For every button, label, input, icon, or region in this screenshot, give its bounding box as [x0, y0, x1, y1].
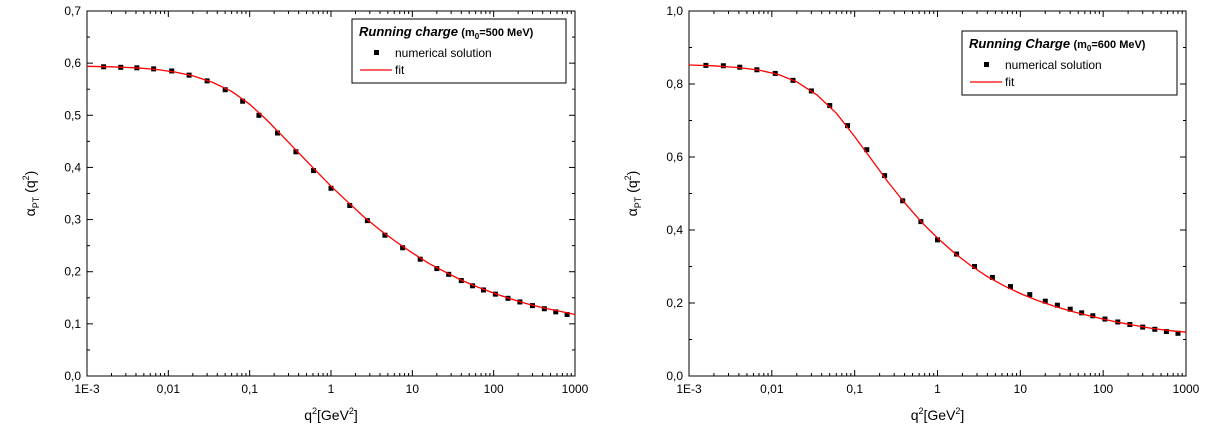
data-point: [222, 87, 228, 93]
legend-label-numerical: numerical solution: [395, 46, 492, 60]
y-tick-label: 0,8: [666, 77, 683, 91]
x-axis-label: q2[GeV2]: [911, 406, 965, 423]
data-point: [275, 130, 281, 136]
x-tick-label: 100: [484, 382, 504, 396]
x-tick-label: 1E-3: [676, 382, 702, 396]
data-point: [1175, 330, 1181, 336]
data-point: [553, 309, 559, 315]
y-tick-label: 1,0: [666, 4, 683, 18]
legend-label-fit: fit: [1005, 75, 1015, 89]
y-tick-label: 0,0: [666, 369, 683, 383]
data-point: [972, 264, 978, 269]
y-tick-label: 0,2: [64, 265, 81, 279]
x-axis-label: q2[GeV2]: [304, 406, 358, 423]
data-point: [1090, 313, 1096, 319]
x-tick-label: 0,1: [846, 382, 863, 396]
data-point: [1007, 284, 1013, 290]
legend-marker-scatter: [374, 50, 379, 55]
data-point: [845, 123, 851, 129]
data-point: [417, 256, 423, 262]
y-axis-label: αPT (q2): [21, 171, 41, 217]
y-tick-label: 0,5: [64, 108, 81, 122]
x-tick-label: 0,01: [760, 382, 784, 396]
x-tick-label: 0,01: [157, 382, 181, 396]
data-point: [1067, 306, 1073, 312]
data-point: [434, 266, 440, 272]
y-tick-label: 0,3: [64, 213, 81, 227]
data-point: [240, 98, 246, 104]
legend-title: Running charge (m0=500 MeV): [359, 24, 534, 41]
data-point: [827, 103, 833, 109]
legend-box: [961, 30, 1178, 96]
legend: Running Charge (m0=600 MeV) numerical sol…: [961, 30, 1178, 96]
legend-label-numerical: numerical solution: [1005, 58, 1102, 72]
y-tick-label: 0,1: [64, 317, 81, 331]
y-tick-label: 0,6: [64, 56, 81, 70]
data-point: [1163, 328, 1169, 334]
y-tick-label: 0,2: [666, 296, 683, 310]
legend: Running charge (m0=500 MeV) numerical sol…: [351, 18, 567, 84]
y-axis-label: αPT (q2): [623, 171, 643, 217]
data-point: [470, 283, 476, 289]
legend-label-fit: fit: [395, 63, 405, 77]
y-tick-label: 0,4: [64, 160, 81, 174]
chart-panel-1: 1E-3 0,01 0,1 1 10 100 1000 0,0 0,1 0,2 0,3 0,4 0,5 0…: [21, 4, 589, 423]
fit-line: [86, 65, 576, 316]
data-point: [935, 237, 940, 243]
data-point: [1054, 302, 1060, 308]
data-point: [311, 168, 317, 174]
x-tick-label: 0,1: [241, 382, 258, 396]
x-tick-label: 100: [1093, 382, 1113, 396]
data-point: [541, 306, 547, 312]
data-point: [1042, 298, 1048, 304]
legend-box: [351, 18, 567, 84]
x-tick-label: 1000: [1173, 382, 1200, 396]
legend-title: Running Charge (m0=600 MeV): [969, 36, 1146, 53]
y-tick-label: 0,7: [64, 4, 81, 18]
x-tick-label: 1000: [562, 382, 589, 396]
data-point: [1079, 310, 1085, 316]
y-tick-label: 0,0: [64, 369, 81, 383]
data-point: [1027, 292, 1033, 298]
data-point: [864, 147, 870, 153]
x-tick-label: 1: [328, 382, 335, 396]
data-point: [882, 173, 888, 179]
data-point: [382, 232, 388, 238]
chart-panel-2: 1E-3 0,01 0,1 1 10 100 1000 0,0 0,2 0,4 0,6 0,8 1,0 q…: [623, 4, 1200, 423]
x-tick-label: 1E-3: [74, 382, 100, 396]
data-point: [256, 112, 262, 118]
data-point: [720, 63, 726, 69]
data-point: [400, 245, 406, 251]
data-point: [293, 149, 299, 155]
x-tick-label: 1: [934, 382, 941, 396]
y-tick-label: 0,4: [666, 223, 683, 237]
data-point: [564, 311, 570, 317]
data-point: [328, 185, 334, 191]
x-tick-label: 10: [1014, 382, 1028, 396]
data-point: [347, 202, 353, 208]
legend-marker-scatter: [984, 62, 989, 67]
y-tick-label: 0,6: [666, 150, 683, 164]
data-point: [364, 218, 370, 224]
data-point: [989, 274, 995, 280]
x-tick-label: 10: [406, 382, 420, 396]
fit-line: [688, 64, 1187, 333]
